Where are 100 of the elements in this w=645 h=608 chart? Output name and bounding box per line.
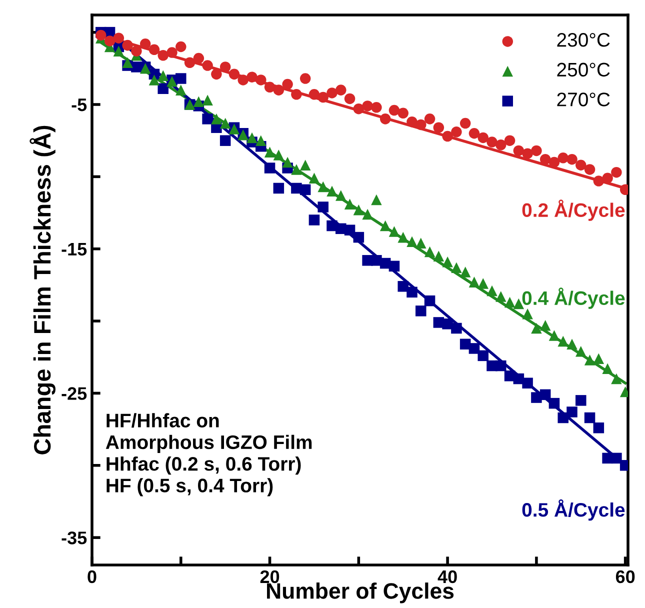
point bbox=[558, 336, 568, 347]
point bbox=[353, 232, 364, 243]
point bbox=[548, 330, 560, 341]
legend-label: 230°C bbox=[557, 33, 610, 47]
point bbox=[576, 395, 586, 406]
annotation: HF/Hhfac on Amorphous IGZO Film Hhfac (0.2 s, 0.6 Torr) HF (0.5 s, 0.4 Torr) bbox=[106, 413, 312, 496]
point bbox=[584, 412, 596, 424]
point bbox=[96, 30, 106, 41]
legend-label: 250°C bbox=[557, 62, 610, 77]
annotation: 0.2 Å/Cycle bbox=[522, 200, 625, 221]
point bbox=[264, 162, 276, 174]
point bbox=[282, 78, 293, 90]
x-tick-label: 20 bbox=[260, 570, 280, 584]
y-tick-label: -15 bbox=[62, 242, 87, 256]
point bbox=[602, 172, 613, 184]
point bbox=[513, 145, 524, 156]
point bbox=[468, 128, 480, 139]
point bbox=[184, 57, 196, 68]
point bbox=[576, 346, 586, 357]
point bbox=[433, 250, 444, 262]
point bbox=[406, 286, 418, 298]
point bbox=[540, 154, 551, 165]
point bbox=[584, 354, 596, 366]
point bbox=[256, 135, 266, 146]
point bbox=[451, 322, 462, 334]
point bbox=[478, 132, 488, 144]
point bbox=[388, 104, 400, 116]
point bbox=[131, 46, 142, 56]
point bbox=[273, 150, 284, 160]
x-axis-title: Number of Cycles bbox=[267, 582, 454, 604]
point bbox=[371, 194, 382, 206]
point bbox=[148, 44, 160, 56]
annotation: 0.4 Å/Cycle bbox=[522, 288, 625, 309]
point bbox=[424, 246, 436, 258]
point bbox=[158, 50, 168, 61]
point bbox=[584, 164, 596, 175]
point bbox=[362, 100, 373, 112]
point bbox=[113, 46, 124, 56]
point bbox=[176, 84, 186, 96]
point bbox=[308, 89, 320, 100]
y-tick-label: -25 bbox=[62, 387, 87, 400]
legend-label: 270°C bbox=[557, 92, 610, 106]
point bbox=[558, 152, 568, 164]
point bbox=[602, 363, 613, 374]
point bbox=[566, 338, 578, 350]
point bbox=[593, 176, 604, 186]
point bbox=[211, 68, 222, 80]
point bbox=[540, 389, 551, 400]
point bbox=[148, 74, 160, 86]
point bbox=[468, 343, 480, 354]
x-tick-label: 60 bbox=[616, 570, 635, 584]
y-tick-label: -35 bbox=[62, 532, 87, 544]
point bbox=[576, 160, 586, 171]
point bbox=[416, 119, 426, 130]
point bbox=[291, 164, 302, 175]
point bbox=[478, 278, 488, 289]
point bbox=[522, 148, 533, 159]
point bbox=[300, 184, 311, 196]
point bbox=[593, 353, 604, 364]
point bbox=[548, 398, 560, 409]
point bbox=[406, 236, 418, 248]
point bbox=[398, 232, 408, 243]
point bbox=[371, 102, 382, 113]
point bbox=[496, 360, 506, 372]
point bbox=[193, 96, 204, 107]
point bbox=[300, 73, 311, 84]
point bbox=[504, 296, 516, 308]
annotation: 0.5 Å/Cycle bbox=[522, 499, 625, 521]
point bbox=[336, 190, 346, 201]
point bbox=[424, 114, 436, 124]
point bbox=[256, 74, 266, 86]
point bbox=[478, 350, 488, 362]
point bbox=[442, 130, 453, 142]
point bbox=[416, 238, 426, 248]
point bbox=[246, 72, 258, 82]
point bbox=[504, 135, 516, 146]
point bbox=[220, 135, 231, 146]
point bbox=[486, 285, 498, 296]
point bbox=[344, 224, 356, 236]
point bbox=[531, 322, 542, 334]
point bbox=[398, 281, 408, 292]
point bbox=[380, 220, 391, 232]
point bbox=[202, 60, 213, 71]
point bbox=[308, 172, 320, 184]
point bbox=[406, 116, 418, 128]
point bbox=[593, 422, 604, 434]
point bbox=[104, 36, 116, 46]
point bbox=[548, 156, 560, 168]
point bbox=[522, 308, 533, 320]
point bbox=[344, 93, 356, 104]
point bbox=[496, 140, 506, 150]
point bbox=[433, 122, 444, 133]
point bbox=[336, 84, 346, 96]
point bbox=[264, 146, 276, 158]
point bbox=[611, 373, 622, 384]
point bbox=[238, 74, 248, 86]
point bbox=[362, 208, 373, 220]
point bbox=[246, 132, 258, 144]
point bbox=[380, 114, 391, 124]
point bbox=[220, 62, 231, 72]
